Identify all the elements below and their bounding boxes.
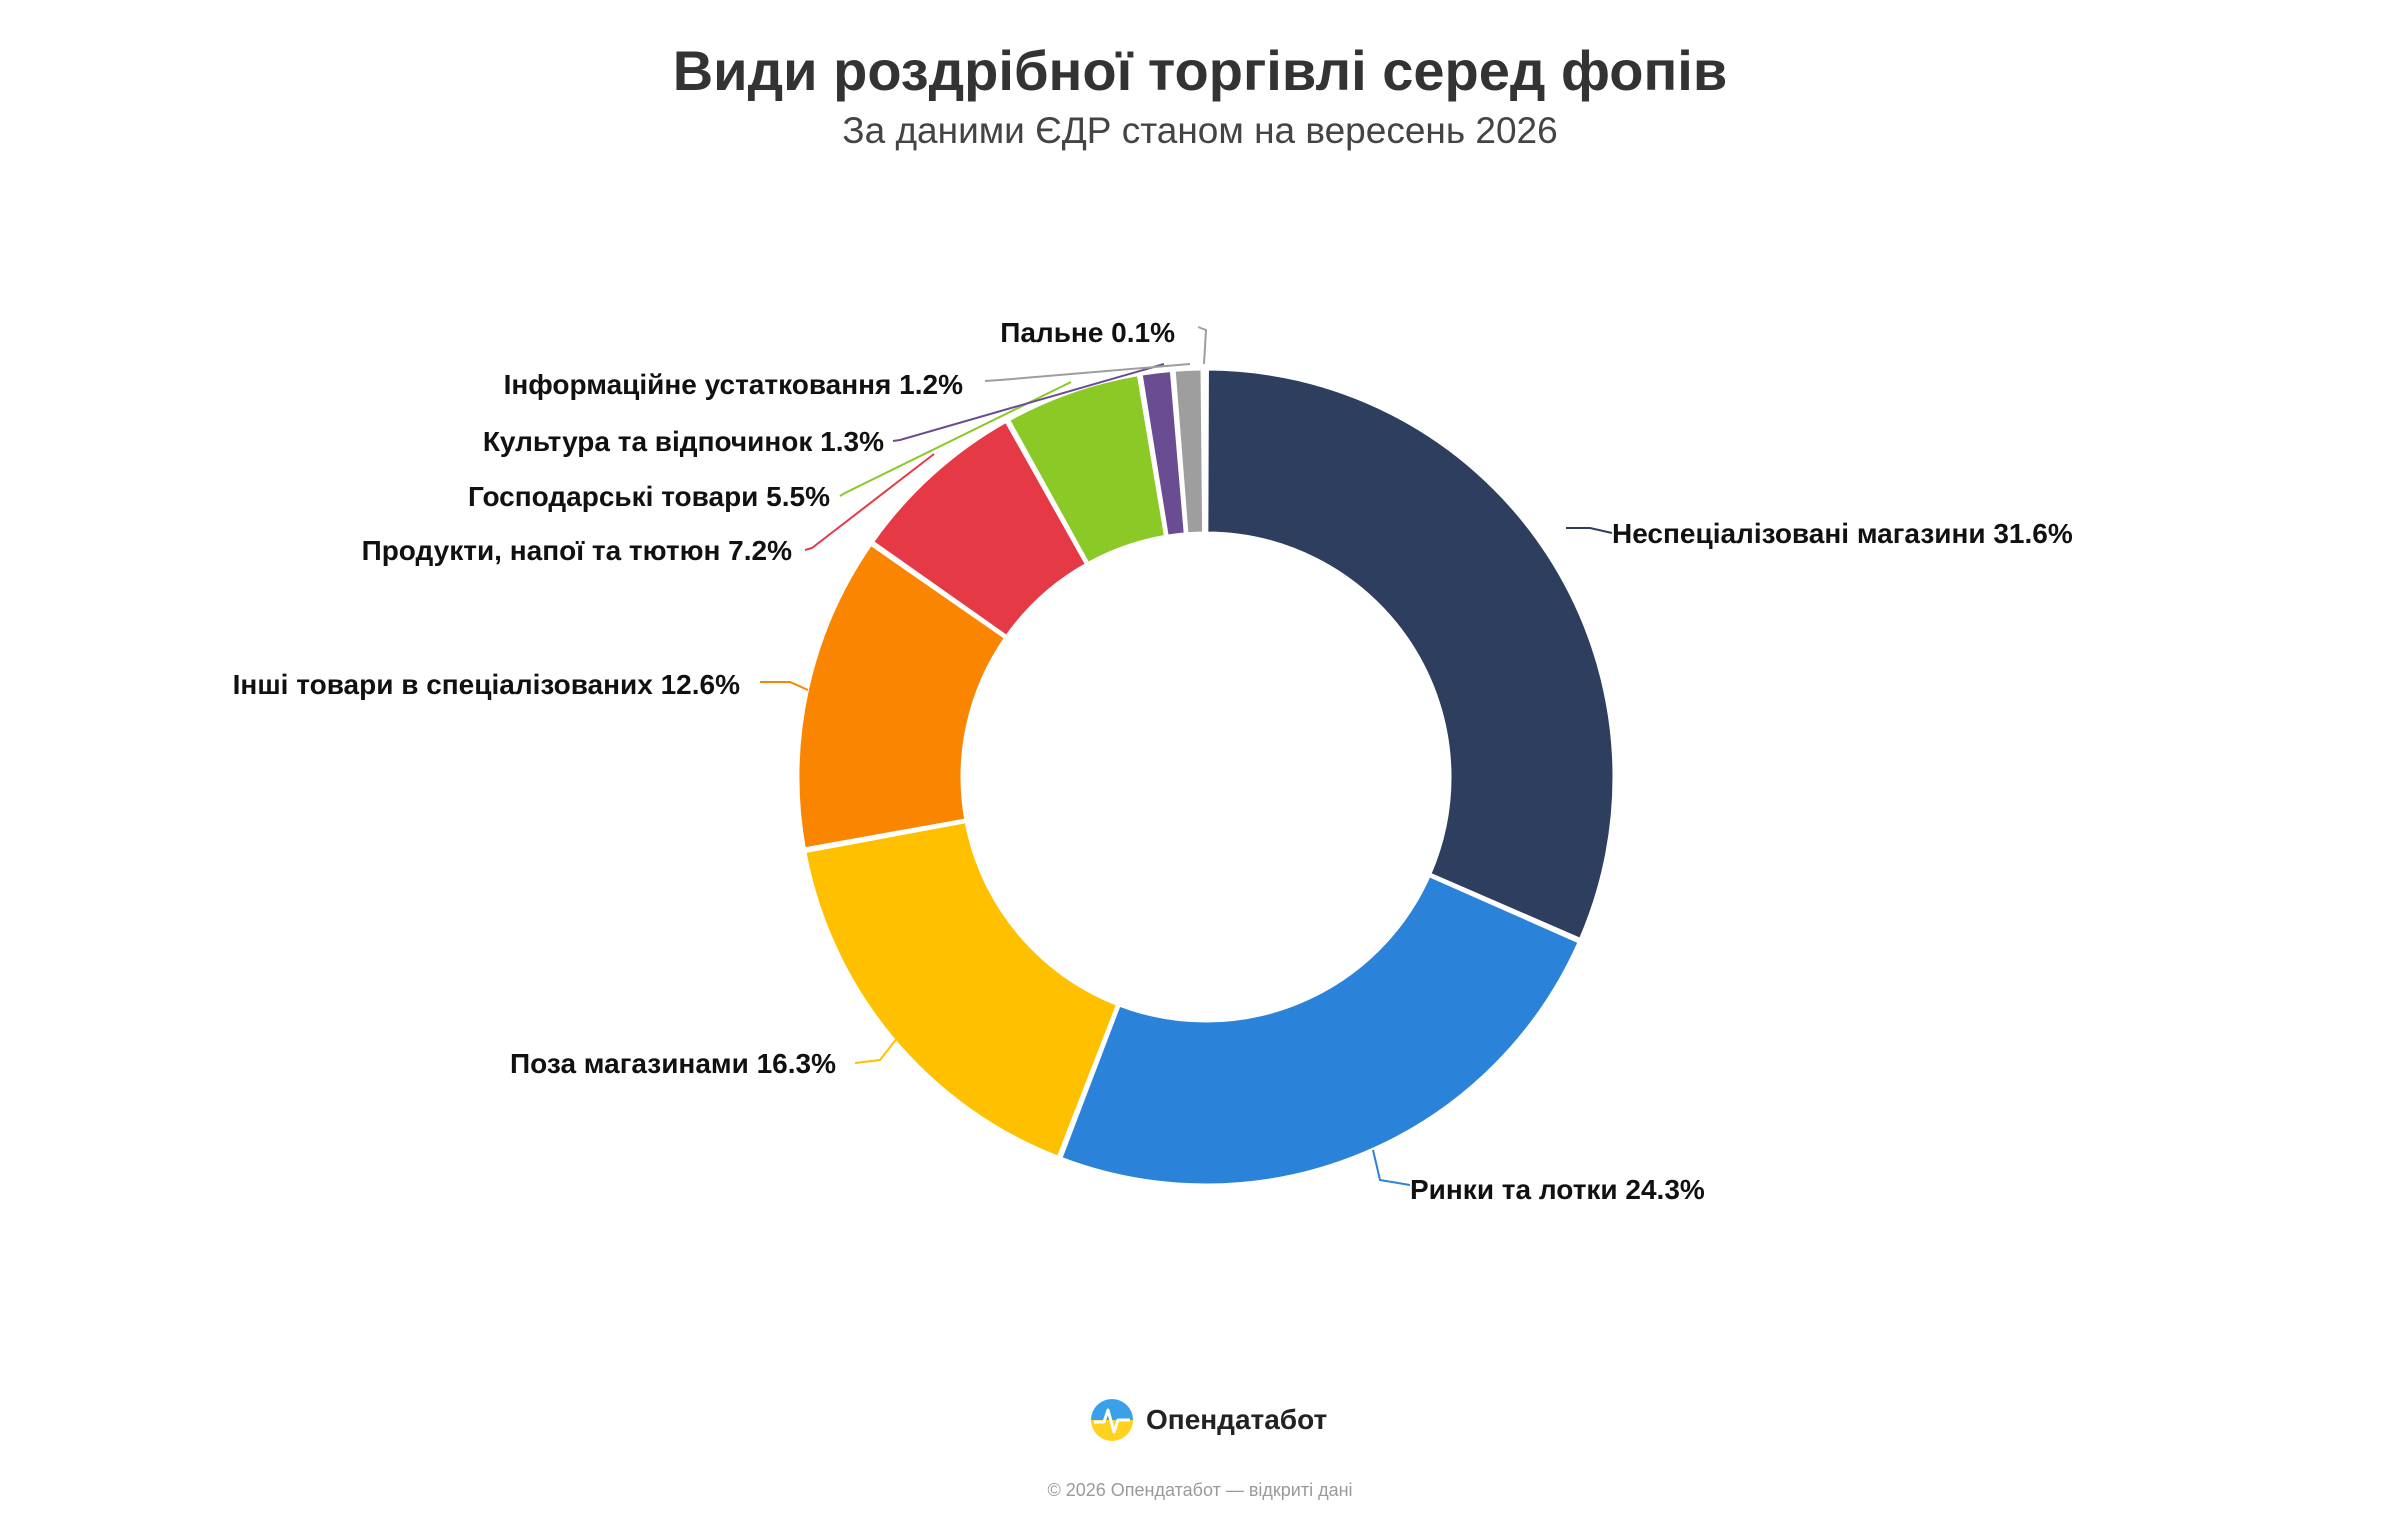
leader-line-7 bbox=[892, 363, 1165, 442]
leader-line-2 bbox=[1372, 1149, 1411, 1186]
leader-line-3 bbox=[854, 1036, 899, 1064]
slice-label-4: Інші товари в спеціалізованих 12.6% bbox=[233, 669, 740, 700]
slice-4 bbox=[796, 542, 1008, 851]
slice-label-7: Культура та відпочинок 1.3% bbox=[483, 426, 884, 457]
leader-line-1 bbox=[1566, 527, 1613, 534]
leader-line-4 bbox=[760, 681, 809, 691]
leader-line-9 bbox=[1197, 326, 1208, 365]
leader-line-6 bbox=[839, 381, 1072, 497]
slice-label-9: Пальне 0.1% bbox=[1000, 317, 1175, 348]
leader-lines-group bbox=[760, 326, 1613, 1186]
slice-5 bbox=[871, 419, 1088, 638]
slice-6 bbox=[1007, 373, 1168, 565]
slice-label-3: Поза магазинами 16.3% bbox=[510, 1048, 836, 1079]
brand: Опендатабот bbox=[1090, 1396, 1327, 1444]
copyright: © 2026 Опендатабот — відкриті дані bbox=[1047, 1480, 1353, 1500]
slice-1 bbox=[1205, 367, 1616, 941]
leader-line-5 bbox=[804, 453, 935, 551]
slice-9 bbox=[1202, 367, 1208, 535]
opendatabot-logo-icon bbox=[1091, 1399, 1133, 1441]
leader-line-8 bbox=[984, 363, 1191, 382]
slice-label-5: Продукти, напої та тютюн 7.2% bbox=[362, 535, 793, 566]
brand-name: Опендатабот bbox=[1146, 1404, 1328, 1435]
slice-3 bbox=[803, 820, 1120, 1159]
slice-7 bbox=[1139, 368, 1187, 538]
slice-label-1: Неспеціалізовані магазини 31.6% bbox=[1612, 518, 2073, 549]
slice-label-2: Ринки та лотки 24.3% bbox=[1410, 1174, 1705, 1205]
chart-subtitle: За даними ЄДР станом на вересень 2026 bbox=[842, 110, 1558, 151]
slice-label-8: Інформаційне устатковання 1.2% bbox=[504, 369, 964, 400]
slices-group bbox=[796, 367, 1616, 1187]
labels-group: Неспеціалізовані магазини 31.6% Ринки та … bbox=[233, 317, 2073, 1205]
chart-title: Види роздрібної торгівлі серед фопів bbox=[672, 39, 1728, 102]
slice-label-6: Господарські товари 5.5% bbox=[468, 481, 830, 512]
slice-2 bbox=[1059, 874, 1581, 1187]
